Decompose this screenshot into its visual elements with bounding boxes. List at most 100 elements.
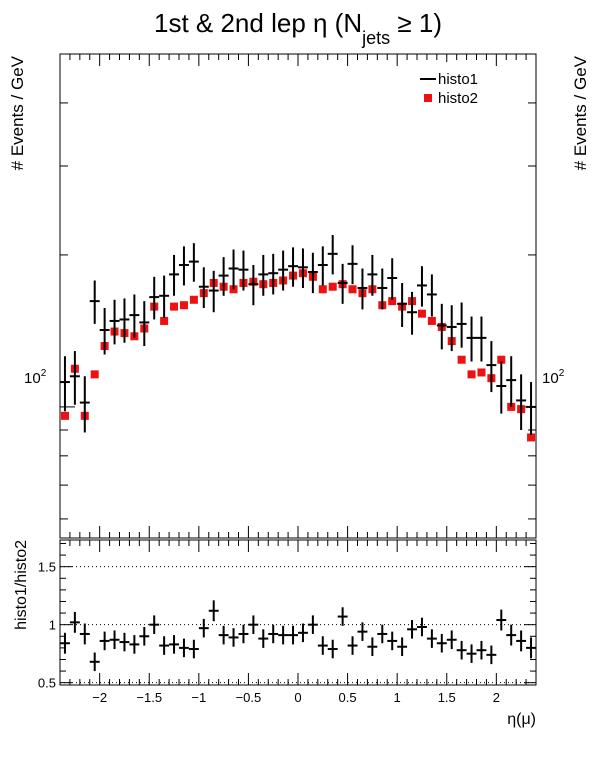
histo2-point bbox=[348, 285, 357, 294]
histo1-point bbox=[347, 245, 358, 285]
histo1-point bbox=[258, 254, 269, 296]
ratio-panel-ticks bbox=[59, 540, 537, 685]
histo1-point bbox=[426, 274, 437, 317]
ratio-xtick-label: 0 bbox=[294, 690, 301, 705]
ratio-point bbox=[228, 628, 239, 647]
histo2-point bbox=[527, 433, 536, 442]
ratio-point bbox=[188, 639, 199, 659]
ratio-point bbox=[446, 630, 457, 650]
ratio-xtick-label: −2 bbox=[92, 690, 107, 705]
histo1-point bbox=[89, 280, 100, 324]
histo1-point bbox=[248, 265, 259, 306]
histo2-point bbox=[90, 370, 99, 379]
histo1-point bbox=[397, 282, 408, 327]
ratio-point bbox=[159, 636, 170, 655]
histo1-point bbox=[228, 249, 239, 290]
histo1-point bbox=[149, 276, 160, 320]
ratio-ylabel: histo1/histo2 bbox=[13, 540, 30, 630]
ratio-point bbox=[377, 624, 388, 644]
ratio-point bbox=[417, 617, 427, 637]
histo1-point bbox=[526, 382, 536, 435]
top-panel-ticks bbox=[59, 53, 537, 538]
histo1-point bbox=[367, 254, 378, 296]
ratio-ytick-label: 1.5 bbox=[38, 560, 56, 575]
histo1-point bbox=[327, 235, 338, 275]
ratio-point bbox=[268, 624, 279, 644]
ratio-xtick-label: 1 bbox=[394, 690, 401, 705]
ratio-ytick-label: 1 bbox=[49, 618, 56, 633]
chart-title: 1st & 2nd lep η (Njets ≥ 1) bbox=[154, 8, 442, 48]
ratio-point bbox=[486, 645, 497, 665]
histo1-point bbox=[69, 351, 80, 405]
top-ytick-label-right: 102 bbox=[542, 368, 565, 387]
ratio-point bbox=[149, 615, 160, 634]
ratio-point bbox=[367, 637, 378, 656]
ratio-xtick-label: −1.5 bbox=[136, 690, 162, 705]
histo1-point bbox=[119, 298, 130, 343]
ratio-point bbox=[456, 640, 467, 660]
ratio-point bbox=[129, 635, 140, 654]
ratio-point bbox=[298, 623, 308, 643]
histo1-point bbox=[238, 250, 249, 291]
histo1-point bbox=[417, 266, 427, 307]
histo2-point bbox=[427, 316, 436, 325]
ratio-point bbox=[317, 636, 328, 655]
legend-label-histo2: histo2 bbox=[438, 90, 478, 107]
ratio-point bbox=[407, 620, 417, 639]
top-ylabel-left: # Events / GeV bbox=[8, 55, 27, 170]
ratio-point bbox=[179, 638, 189, 658]
histo2-point bbox=[328, 282, 337, 291]
histo1-point bbox=[159, 275, 170, 319]
histo2-point bbox=[189, 295, 198, 304]
histo1-point bbox=[188, 243, 199, 282]
ratio-xtick-labels: −2 −1.5 −1 −0.5 0 0.5 1 1.5 2 bbox=[92, 690, 500, 705]
histo2-point bbox=[477, 368, 486, 377]
ratio-point bbox=[347, 636, 358, 655]
histo2-point bbox=[160, 316, 169, 325]
ratio-point bbox=[69, 611, 80, 633]
legend-label-histo1: histo1 bbox=[438, 71, 478, 88]
ratio-xtick-label: −0.5 bbox=[236, 690, 262, 705]
histo2-point bbox=[388, 297, 397, 306]
ratio-point bbox=[198, 618, 209, 638]
histo1-point bbox=[506, 356, 517, 407]
ratio-point bbox=[337, 607, 348, 626]
ratio-point bbox=[506, 624, 517, 646]
ratio-point bbox=[119, 632, 130, 652]
ratio-point bbox=[307, 615, 318, 634]
legend-marker-histo2 bbox=[424, 94, 432, 102]
ratio-point bbox=[288, 625, 298, 645]
histo1-point bbox=[407, 291, 417, 335]
histo1-point bbox=[446, 305, 457, 352]
histo1-point bbox=[317, 246, 328, 286]
ratio-xtick-label: 2 bbox=[493, 690, 500, 705]
histo1-point bbox=[208, 270, 219, 313]
histo2-point bbox=[318, 285, 327, 294]
histo2-point bbox=[497, 355, 506, 364]
ratio-point bbox=[109, 630, 120, 650]
ratio-ytick-label: 0.5 bbox=[38, 676, 56, 691]
histo1-point bbox=[357, 268, 368, 310]
ratio-point bbox=[327, 639, 338, 659]
ratio-point bbox=[466, 644, 477, 663]
ratio-point bbox=[218, 625, 229, 645]
histo1-point bbox=[218, 257, 229, 296]
ratio-point bbox=[139, 627, 150, 646]
ratio-point bbox=[248, 615, 259, 634]
histo1-point bbox=[496, 361, 507, 414]
histo1-point bbox=[516, 374, 527, 431]
histo1-points bbox=[60, 235, 536, 435]
histo2-point bbox=[457, 355, 466, 364]
histo1-point bbox=[288, 247, 298, 287]
histo2-point bbox=[179, 301, 188, 310]
ratio-point bbox=[238, 624, 249, 644]
histo1-point bbox=[99, 307, 110, 355]
histo1-point bbox=[60, 356, 70, 412]
ratio-point bbox=[526, 637, 536, 659]
histo1-point bbox=[476, 316, 487, 362]
top-ytick-label-left: 102 bbox=[24, 368, 47, 387]
ratio-point bbox=[397, 637, 408, 656]
histo1-point bbox=[466, 316, 477, 362]
